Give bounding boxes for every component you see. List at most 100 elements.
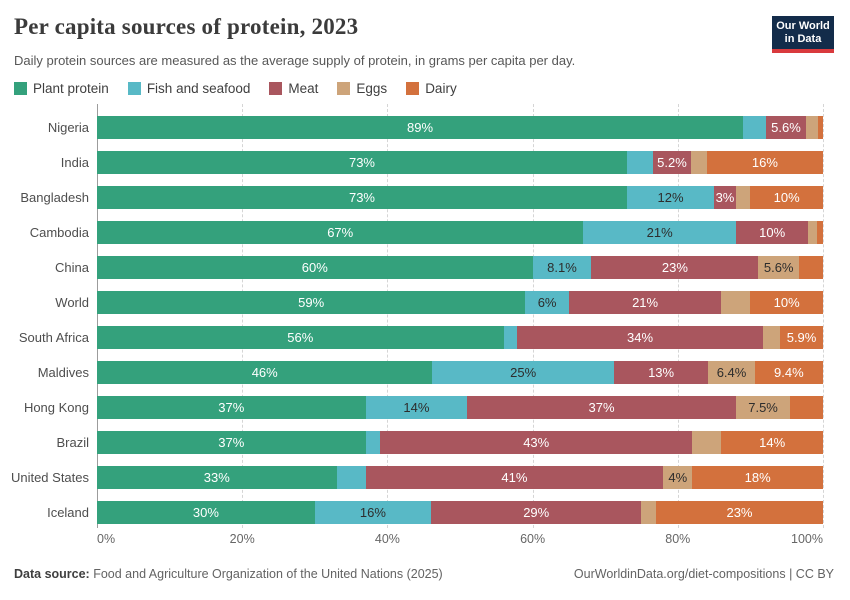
bar-segment-fish-and-seafood[interactable] <box>626 151 654 174</box>
bar-segment-plant-protein[interactable]: 37% <box>97 431 366 454</box>
legend-item-dairy[interactable]: Dairy <box>406 81 457 96</box>
bar-segment-fish-and-seafood[interactable] <box>336 466 366 489</box>
x-axis-tick: 80% <box>665 532 691 546</box>
bar-segment-fish-and-seafood[interactable]: 8.1% <box>532 256 592 279</box>
datasource: Data source: Food and Agriculture Organi… <box>14 567 443 581</box>
bar-segment-eggs[interactable] <box>808 221 818 244</box>
bar-segment-dairy[interactable]: 14% <box>721 431 823 454</box>
bar-segment-dairy[interactable] <box>799 256 823 279</box>
bar-segment-fish-and-seafood[interactable] <box>503 326 517 349</box>
legend-label: Plant protein <box>33 81 109 96</box>
x-axis-tick: 40% <box>374 532 400 546</box>
bar-segment-plant-protein[interactable]: 73% <box>97 151 627 174</box>
bar-segment-plant-protein[interactable]: 30% <box>97 501 315 524</box>
bar-value-label: 14% <box>403 400 430 415</box>
country-label[interactable]: Brazil <box>56 435 89 450</box>
bar-segment-plant-protein[interactable]: 33% <box>97 466 337 489</box>
bar-segment-dairy[interactable]: 16% <box>706 151 823 174</box>
bar-segment-dairy[interactable]: 18% <box>692 466 823 489</box>
bar-segment-eggs[interactable]: 6.4% <box>708 361 755 384</box>
bar-track: 73% 12% 3% 10% <box>97 186 823 209</box>
bar-segment-dairy[interactable] <box>790 396 823 419</box>
bar-segment-eggs[interactable] <box>806 116 818 139</box>
bar-segment-eggs[interactable] <box>763 326 781 349</box>
bar-segment-eggs[interactable] <box>735 186 751 209</box>
bar-segment-eggs[interactable] <box>690 151 707 174</box>
bar-segment-meat[interactable]: 3% <box>714 186 736 209</box>
bar-segment-dairy[interactable]: 10% <box>750 291 823 314</box>
bar-segment-plant-protein[interactable]: 60% <box>97 256 533 279</box>
bar-segment-dairy[interactable]: 23% <box>656 501 823 524</box>
bar-segment-plant-protein[interactable]: 73% <box>97 186 627 209</box>
bar-segment-dairy[interactable]: 5.9% <box>780 326 823 349</box>
bar-row: South Africa 56% 34% 5.9% <box>0 326 823 349</box>
x-axis-tick: 60% <box>520 532 546 546</box>
bar-segment-dairy[interactable] <box>817 221 823 244</box>
bar-segment-meat[interactable]: 41% <box>365 466 664 489</box>
owid-logo-line1: Our World <box>776 20 830 32</box>
footer: Data source: Food and Agriculture Organi… <box>14 567 834 581</box>
bar-segment-dairy[interactable] <box>817 116 823 139</box>
bar-segment-fish-and-seafood[interactable]: 12% <box>626 186 715 209</box>
bar-segment-meat[interactable]: 37% <box>467 396 736 419</box>
page-subtitle: Daily protein sources are measured as th… <box>14 53 576 68</box>
bar-value-label: 5.2% <box>657 155 687 170</box>
bar-segment-eggs[interactable]: 5.6% <box>758 256 799 279</box>
bar-segment-fish-and-seafood[interactable] <box>743 116 766 139</box>
bar-segment-meat[interactable]: 21% <box>568 291 722 314</box>
gridline-40 <box>387 104 389 528</box>
legend-item-plant-protein[interactable]: Plant protein <box>14 81 109 96</box>
x-axis-tick: 100% <box>791 532 823 546</box>
country-label[interactable]: Maldives <box>37 365 89 380</box>
bar-segment-eggs[interactable] <box>692 431 722 454</box>
bar-segment-eggs[interactable]: 4% <box>663 466 693 489</box>
bar-value-label: 18% <box>744 470 771 485</box>
license-link[interactable]: CC BY <box>795 567 834 581</box>
bar-segment-dairy[interactable]: 10% <box>750 186 823 209</box>
bar-segment-meat[interactable]: 13% <box>613 361 709 384</box>
country-label[interactable]: China <box>55 260 89 275</box>
bar-segment-eggs[interactable]: 7.5% <box>735 396 791 419</box>
bar-value-label: 6% <box>537 295 557 310</box>
bar-segment-meat[interactable]: 43% <box>380 431 693 454</box>
bar-segment-meat[interactable]: 5.2% <box>653 151 691 174</box>
bar-segment-fish-and-seafood[interactable]: 14% <box>365 396 468 419</box>
bar-segment-plant-protein[interactable]: 37% <box>97 396 366 419</box>
bar-segment-dairy[interactable]: 9.4% <box>754 361 823 384</box>
bar-segment-meat[interactable]: 29% <box>430 501 642 524</box>
bar-value-label: 89% <box>407 120 434 135</box>
bar-segment-meat[interactable]: 23% <box>591 256 759 279</box>
bar-segment-fish-and-seafood[interactable]: 6% <box>525 291 569 314</box>
country-label[interactable]: South Africa <box>18 330 89 345</box>
bar-segment-plant-protein[interactable]: 46% <box>97 361 433 384</box>
bar-segment-meat[interactable]: 5.6% <box>765 116 807 139</box>
owid-logo[interactable]: Our World in Data <box>772 16 834 53</box>
bar-segment-fish-and-seafood[interactable]: 25% <box>432 361 614 384</box>
country-label[interactable]: Cambodia <box>29 225 89 240</box>
country-label[interactable]: Nigeria <box>47 120 89 135</box>
bar-segment-plant-protein[interactable]: 89% <box>97 116 744 139</box>
bar-track: 73% 5.2% 16% <box>97 151 823 174</box>
footer-link[interactable]: OurWorldinData.org/diet-compositions <box>573 567 786 581</box>
bar-segment-fish-and-seafood[interactable]: 21% <box>583 221 736 244</box>
country-label[interactable]: United States <box>10 470 89 485</box>
country-label[interactable]: Iceland <box>47 505 89 520</box>
bar-segment-plant-protein[interactable]: 59% <box>97 291 526 314</box>
country-label[interactable]: India <box>60 155 89 170</box>
country-label[interactable]: World <box>55 295 89 310</box>
country-label[interactable]: Hong Kong <box>23 400 89 415</box>
legend-item-meat[interactable]: Meat <box>269 81 318 96</box>
bar-segment-eggs[interactable] <box>721 291 751 314</box>
legend-item-fish-and-seafood[interactable]: Fish and seafood <box>127 81 250 96</box>
bar-segment-meat[interactable]: 34% <box>516 326 764 349</box>
bar-segment-plant-protein[interactable]: 67% <box>97 221 584 244</box>
bar-segment-eggs[interactable] <box>641 501 656 524</box>
bar-segment-fish-and-seafood[interactable] <box>365 431 381 454</box>
bar-segment-fish-and-seafood[interactable]: 16% <box>314 501 431 524</box>
footer-links: OurWorldinData.org/diet-compositions | C… <box>574 567 834 581</box>
bar-segment-plant-protein[interactable]: 56% <box>97 326 504 349</box>
country-label[interactable]: Bangladesh <box>20 190 89 205</box>
legend-item-eggs[interactable]: Eggs <box>337 81 387 96</box>
bar-value-label: 25% <box>510 365 537 380</box>
bar-segment-meat[interactable]: 10% <box>735 221 809 244</box>
